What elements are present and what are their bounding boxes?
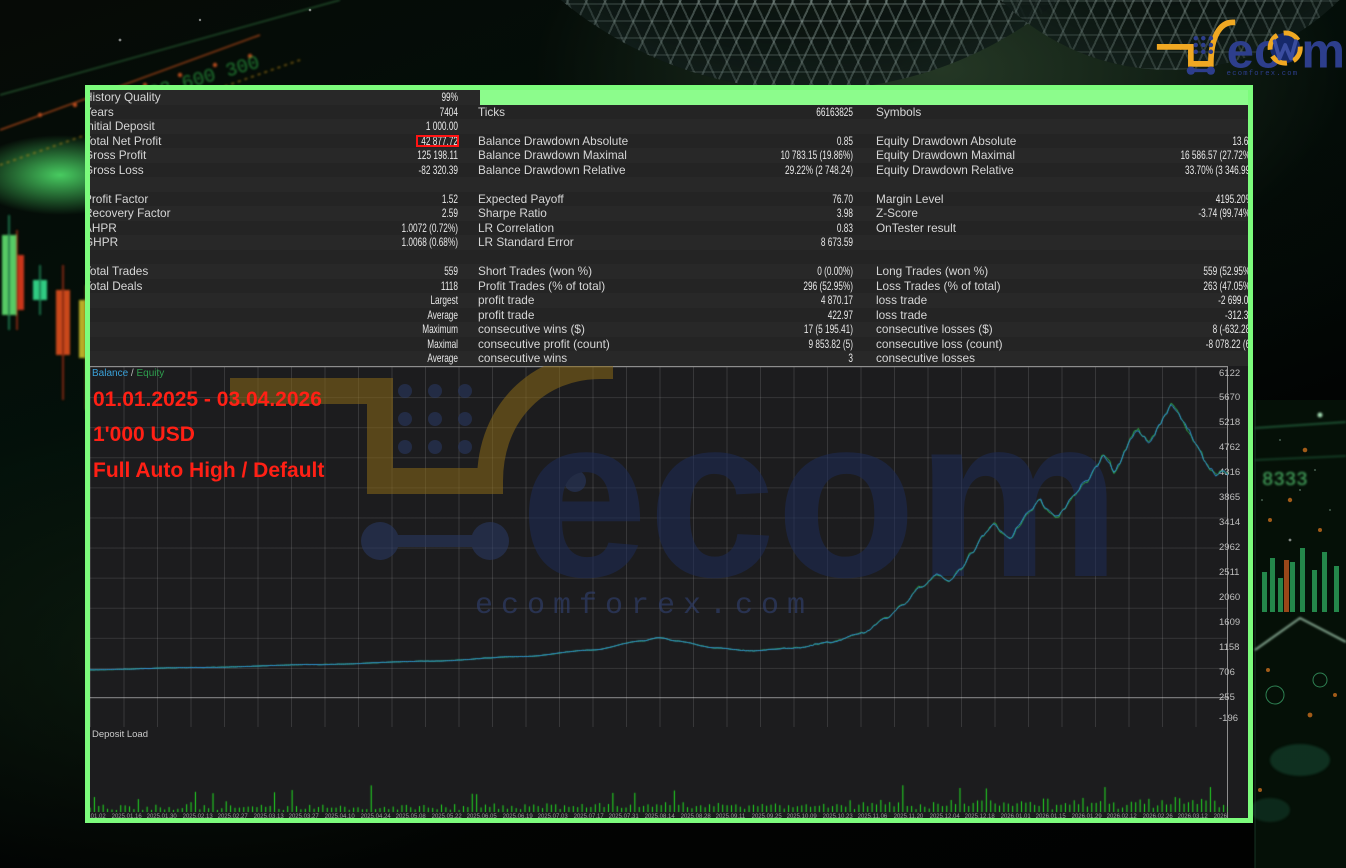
svg-text:8333: 8333 — [1262, 469, 1308, 491]
svg-text:ecomforex.com: ecomforex.com — [1227, 70, 1299, 76]
svg-text:m: m — [1301, 25, 1345, 76]
